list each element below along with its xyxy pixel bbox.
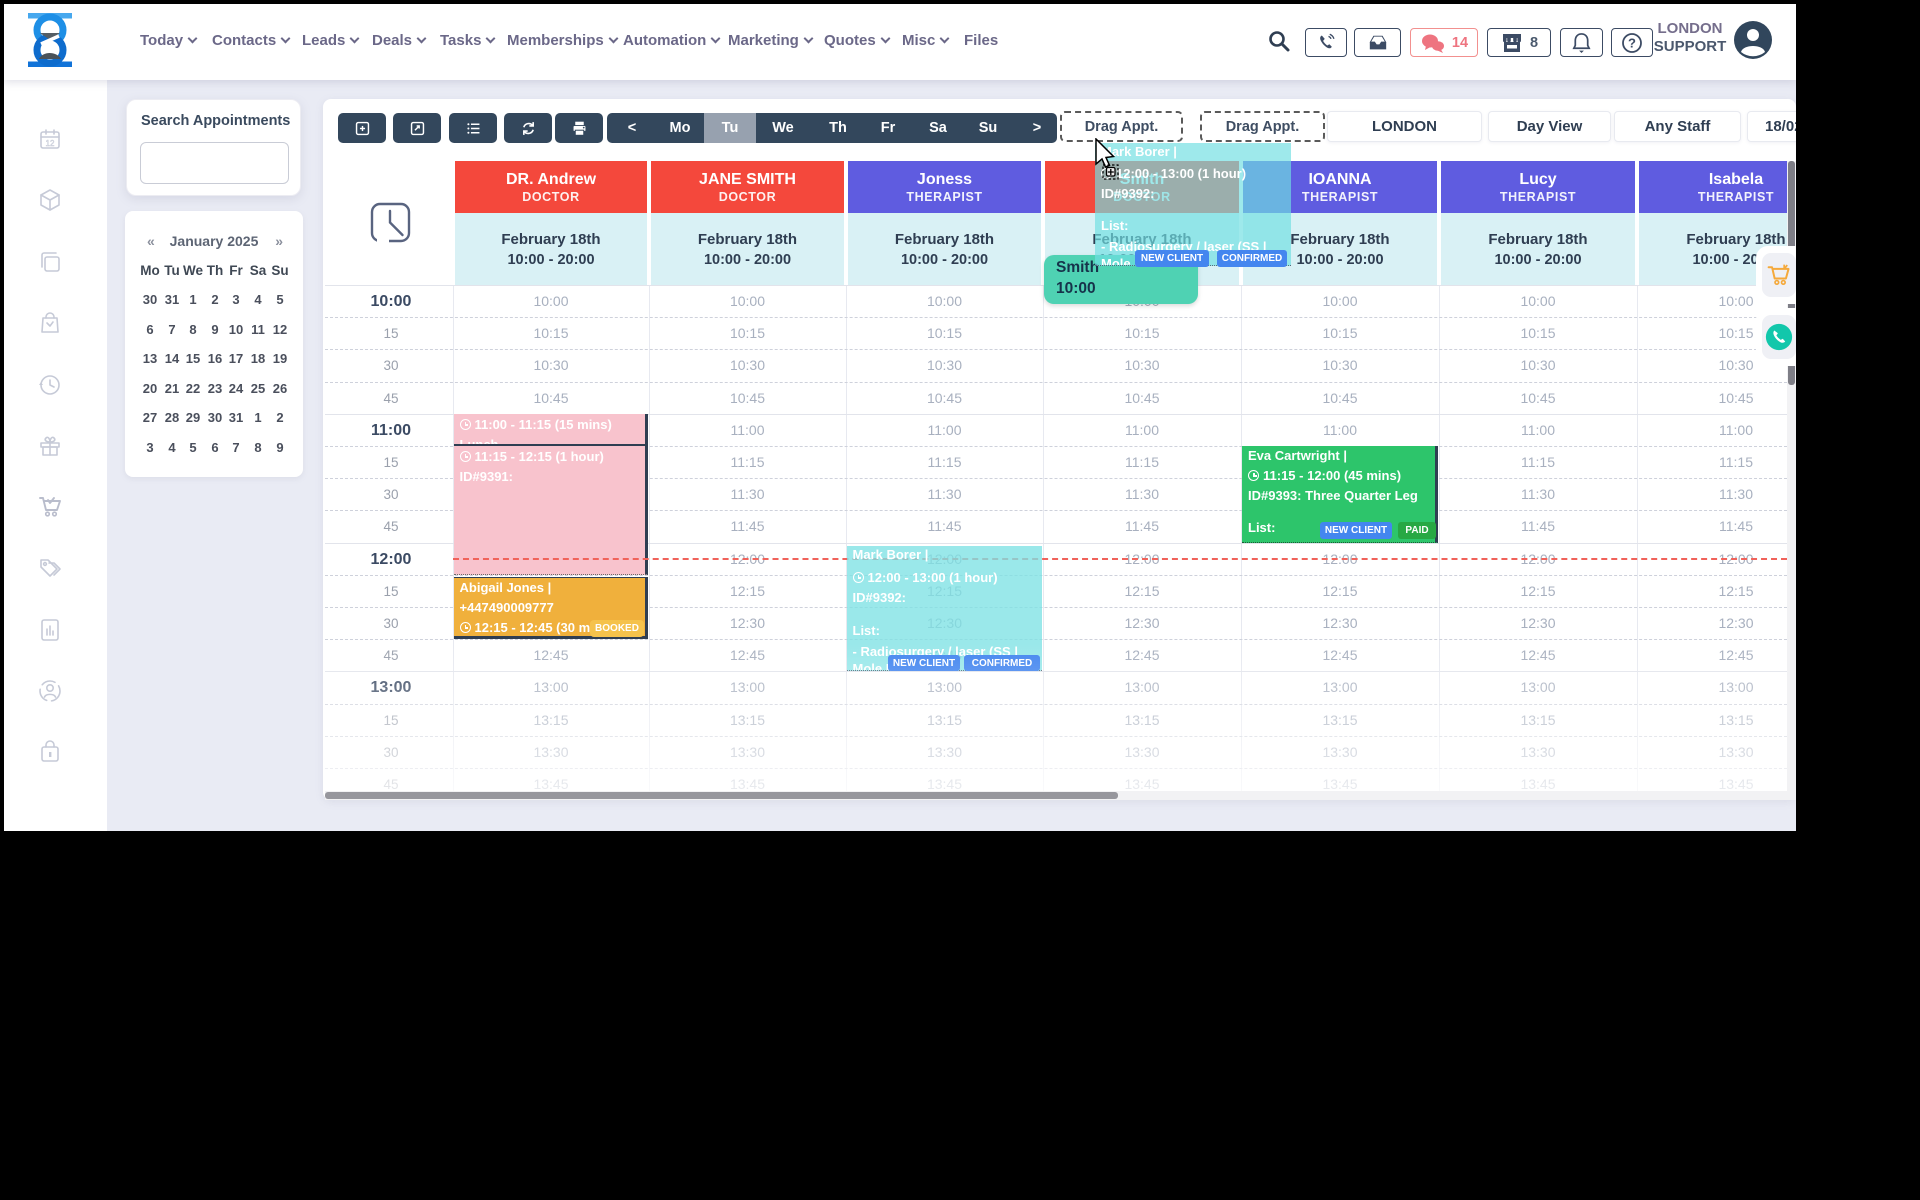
svg-text:?: ? <box>1628 35 1636 50</box>
svg-text:12: 12 <box>46 139 55 148</box>
